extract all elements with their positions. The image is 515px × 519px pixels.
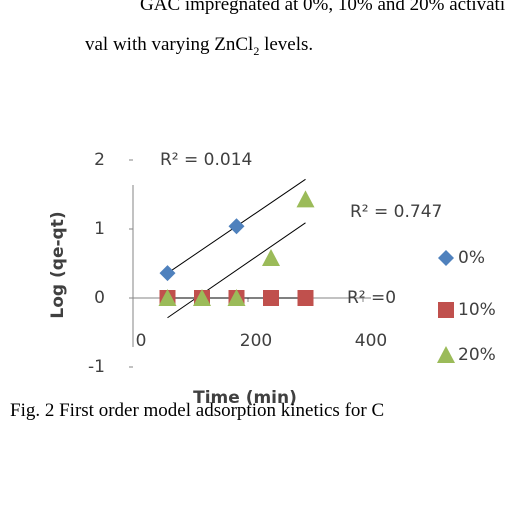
legend-label: 0%	[458, 248, 485, 268]
y-tick-label: -1	[88, 357, 105, 377]
y-tick-label: 2	[94, 150, 105, 170]
annotation: R² = 0.747	[350, 202, 442, 222]
y-tick-label: 1	[94, 219, 105, 239]
point	[263, 290, 279, 306]
x-tick-label: 0	[136, 331, 147, 351]
x-tick-label: 400	[355, 331, 387, 351]
point	[297, 190, 315, 207]
caption: Fig. 2 First order model adsorption kine…	[10, 400, 384, 422]
annotation: R² = 0.014	[160, 150, 252, 170]
legend-marker	[438, 250, 454, 266]
point	[298, 290, 314, 306]
point	[262, 249, 280, 266]
legend-label: 20%	[458, 345, 496, 365]
chart: Time (min) Log (qe-qt) -101202004000%10%…	[0, 0, 515, 519]
x-tick-label: 200	[240, 331, 272, 351]
y-tick-label: 0	[94, 288, 105, 308]
y-axis-label: Log (qe-qt)	[48, 211, 68, 318]
legend-marker	[438, 302, 454, 318]
annotation: R² =0	[347, 288, 396, 308]
page: GAC impregnated at 0%, 10% and 20% activ…	[0, 0, 515, 519]
point	[229, 218, 245, 234]
legend-label: 10%	[458, 300, 496, 320]
point	[160, 265, 176, 281]
legend-marker	[437, 346, 455, 363]
